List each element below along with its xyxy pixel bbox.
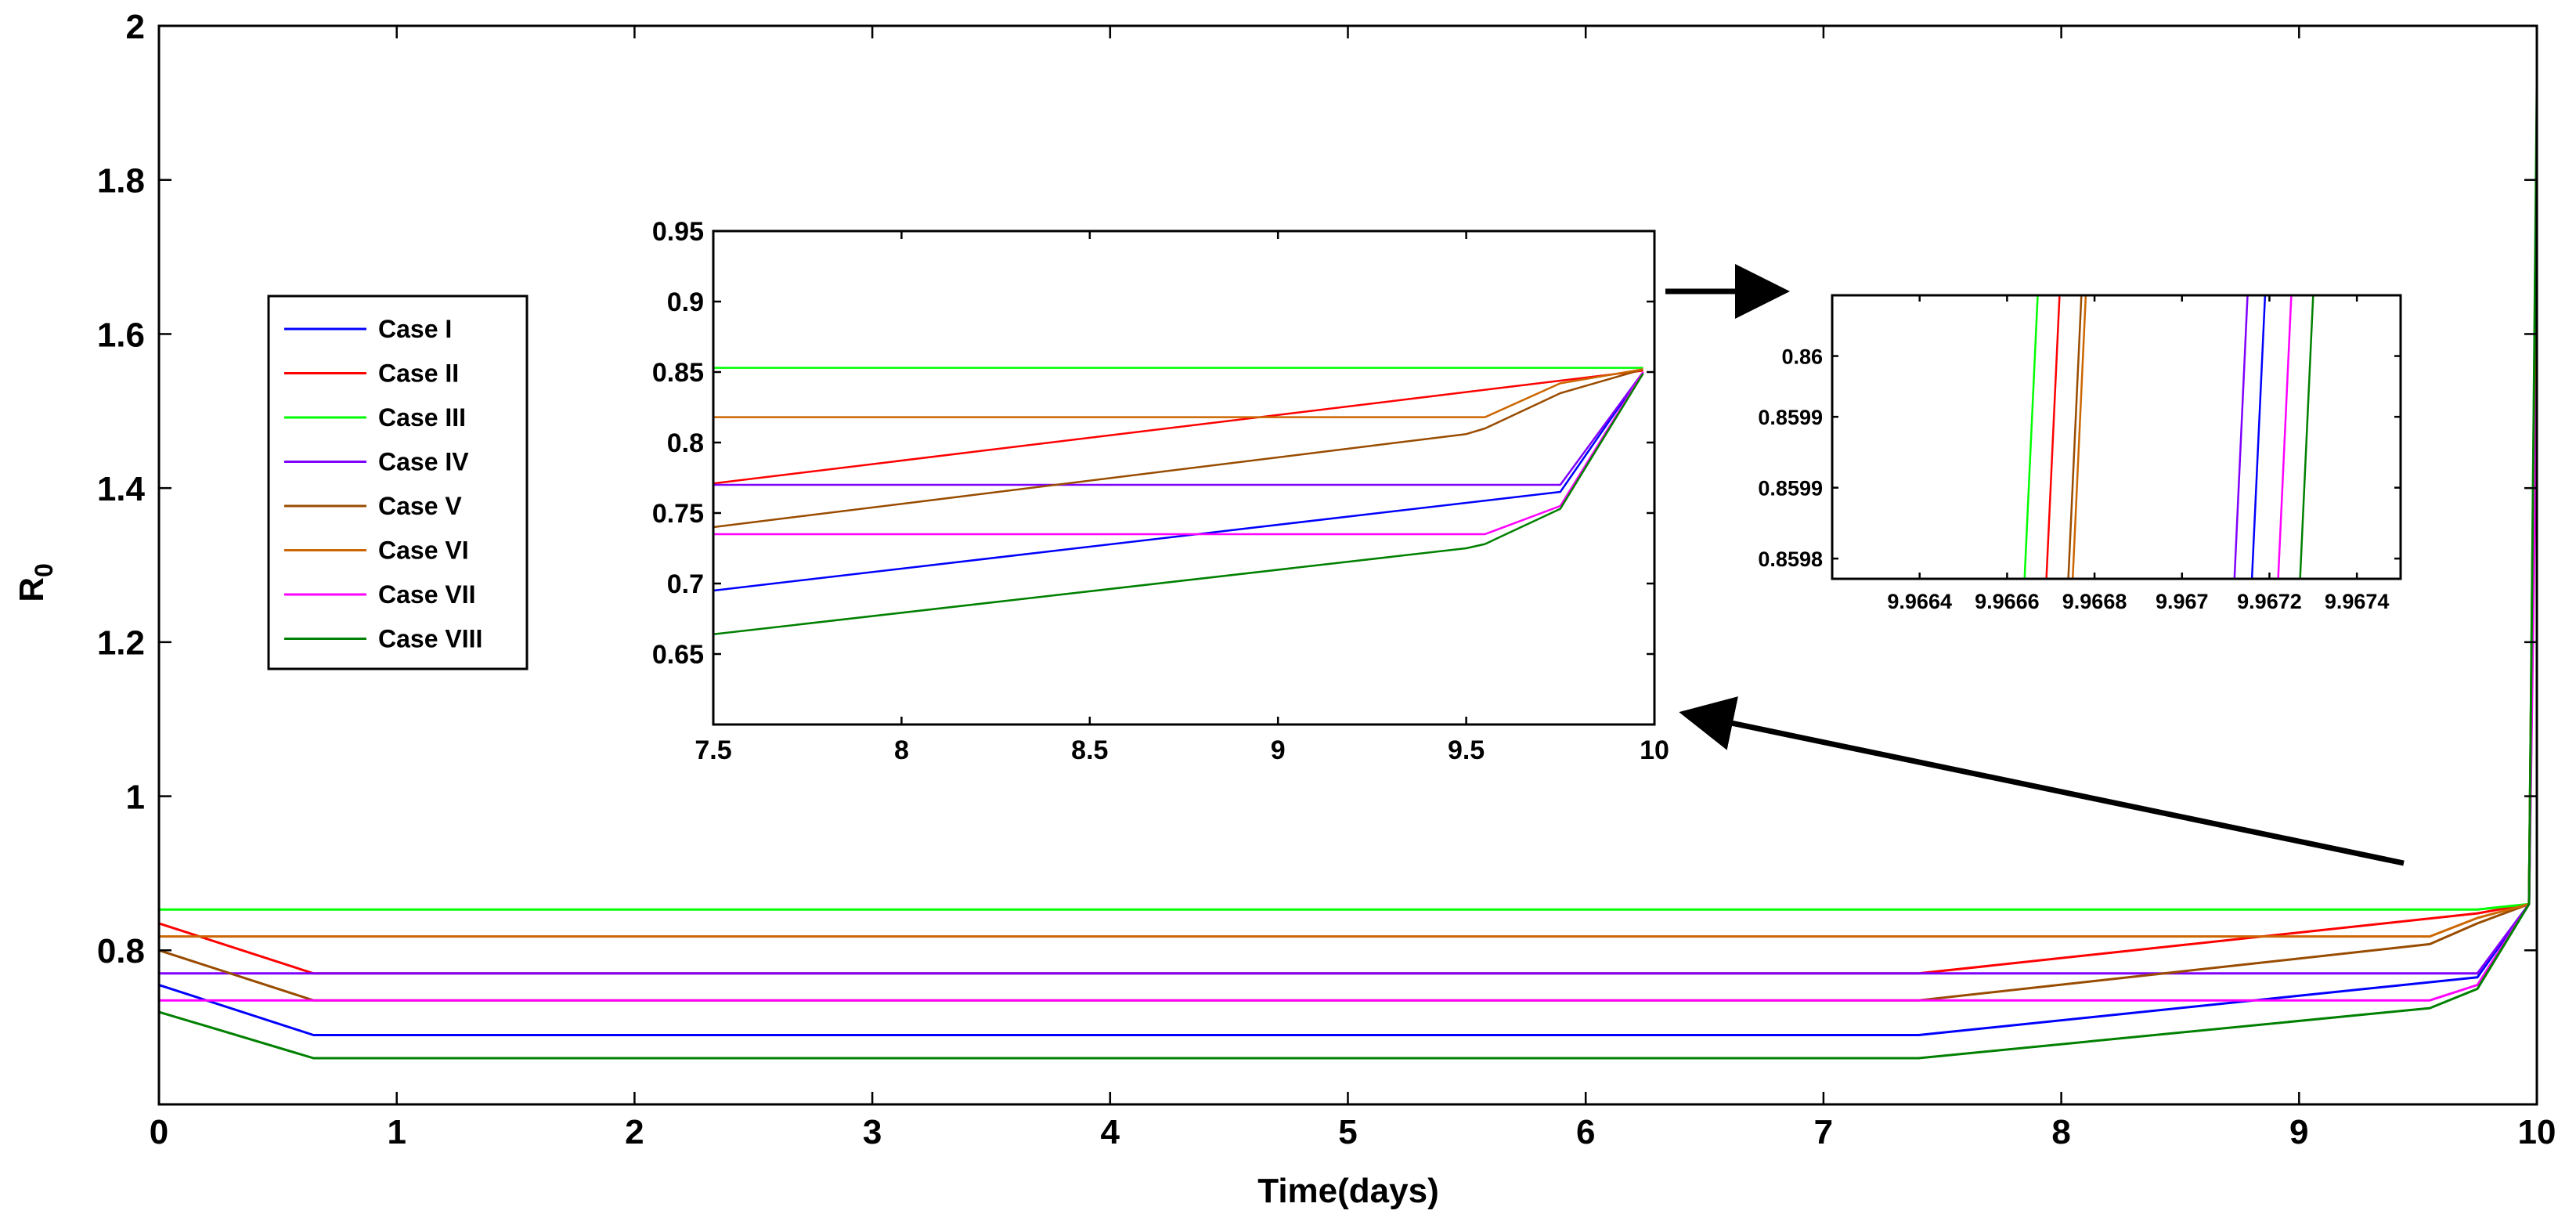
legend-label-8: Case VIII [378,625,482,653]
legend-label-6: Case VI [378,537,469,565]
inset1-series-case-v [713,368,1643,529]
inset2-series-case-v [2067,295,2083,579]
main-y-ticks: 0.8 1 1.2 1.4 1.6 1.8 2 [97,8,2537,970]
x-axis-label: Time(days) [1257,1172,1439,1210]
legend-label-7: Case VII [378,580,476,609]
legend: Case I Case II Case III Case IV Case V Case V… [267,295,529,670]
inset1-y-tick-label: 0.95 [652,217,704,247]
main-x-tick-label: 7 [1814,1113,1833,1151]
legend-label-5: Case V [378,492,462,520]
inset2-y-ticks: 0.8598 0.8599 0.8599 0.86 [1758,345,2401,571]
inset1-y-tick-label: 0.85 [652,358,704,388]
inset1-x-tick-label: 7.5 [695,735,731,765]
inset1-x-tick-label: 9.5 [1448,735,1485,765]
main-x-tick-label: 10 [2518,1113,2556,1151]
inset1-x-tick-label: 10 [1640,735,1669,765]
main-x-tick-label: 4 [1101,1113,1120,1151]
main-x-ticks: 0 1 2 3 4 5 6 7 8 9 10 [150,26,2556,1151]
y-axis-label-main: R [13,577,51,602]
main-x-tick-label: 3 [863,1113,882,1151]
legend-label-3: Case III [378,403,466,432]
inset1-axes-frame [712,229,1656,726]
main-y-tick-label: 1.2 [97,624,145,663]
inset2-y-tick-label: 0.8598 [1758,547,1823,571]
main-x-tick-label: 9 [2289,1113,2308,1151]
inset2-y-tick-label: 0.8599 [1758,476,1823,500]
main-y-tick-label: 1 [126,778,145,816]
inset2-background [1832,295,2401,579]
inset1-x-tick-label: 9 [1271,735,1286,765]
inset-plot-2: 9.9664 9.9666 9.9668 9.967 9.9672 9.9674 0.85… [1758,294,2402,613]
main-series-lines [159,87,2537,1060]
legend-label-1: Case I [378,315,452,343]
inset1-x-tick-label: 8 [894,735,909,765]
inset2-x-tick-label: 9.9672 [2237,590,2302,613]
inset1-y-ticks: 0.65 0.7 0.75 0.8 0.85 0.9 0.95 [652,217,1654,670]
inset1-y-tick-label: 0.65 [652,640,704,670]
inset2-x-tick-label: 9.9666 [1975,590,2040,613]
inset2-x-ticks: 9.9664 9.9666 9.9668 9.967 9.9672 9.9674 [1887,295,2389,613]
inset2-y-tick-label: 0.86 [1781,345,1823,368]
inset1-series-case-iv [713,371,1644,486]
main-y-tick-label: 2 [126,8,145,46]
main-x-tick-label: 8 [2051,1113,2070,1151]
inset2-x-tick-label: 9.9668 [2062,590,2127,613]
legend-label-4: Case IV [378,448,469,476]
inset1-series-case-vii [713,371,1644,536]
inset2-series-case-vi [2071,295,2087,579]
legend-box [267,295,529,670]
inset2-series-case-viii [2299,295,2314,579]
inset2-x-tick-label: 9.967 [2156,590,2209,613]
inset1-y-tick-label: 0.8 [667,428,704,458]
legend-items: Case I Case II Case III Case IV Case V Case V… [284,315,482,653]
main-plot: 0 1 2 3 4 5 6 7 8 9 10 0.8 1 1.2 1.4 1.6 1.8 2 Time(days… [13,8,2556,1210]
main-x-tick-label: 5 [1338,1113,1357,1151]
inset1-y-tick-label: 0.75 [652,499,704,529]
inset2-series-case-iv [2233,295,2249,579]
inset2-x-tick-label: 9.9664 [1887,590,1952,613]
main-series-case-viii [159,87,2537,1060]
inset1-x-ticks: 7.5 8 8.5 9 9.5 10 [695,231,1669,765]
main-x-tick-label: 1 [387,1113,406,1151]
inset2-series-lines [2023,295,2314,579]
main-y-tick-label: 1.6 [97,316,145,354]
y-axis-label: R0 [13,563,58,602]
inset1-x-tick-label: 8.5 [1071,735,1108,765]
inset1-series-lines [713,367,1644,636]
inset2-series-case-iii [2023,295,2039,579]
main-y-tick-label: 1.4 [97,470,146,508]
main-y-tick-label: 1.8 [97,162,145,201]
inset2-series-case-vii [2277,295,2293,579]
main-x-tick-label: 0 [150,1113,168,1151]
inset-plot-1: 7.5 8 8.5 9 9.5 10 0.65 0.7 0.75 0.8 0.85 0.9 0.95 [652,217,1669,765]
inset2-series-case-i [2250,295,2267,579]
inset1-series-case-ii [713,369,1643,485]
arrow-to-inset1 [1679,696,2405,866]
main-x-tick-label: 6 [1576,1113,1595,1151]
y-axis-label-subscript: 0 [30,563,58,577]
inset2-axes-frame [1831,294,2402,580]
legend-label-2: Case II [378,360,459,388]
inset1-series-case-vi [713,368,1643,418]
inset2-series-case-ii [2045,295,2061,579]
main-x-tick-label: 2 [625,1113,644,1151]
main-y-tick-label: 0.8 [97,932,145,970]
inset1-series-case-viii [713,373,1644,636]
inset1-y-tick-label: 0.7 [667,569,704,599]
inset2-y-tick-label: 0.8599 [1758,406,1823,429]
inset1-background [713,231,1654,725]
inset1-y-tick-label: 0.9 [667,287,704,317]
inset2-x-tick-label: 9.9674 [2325,590,2390,613]
inset1-series-case-i [713,371,1644,592]
